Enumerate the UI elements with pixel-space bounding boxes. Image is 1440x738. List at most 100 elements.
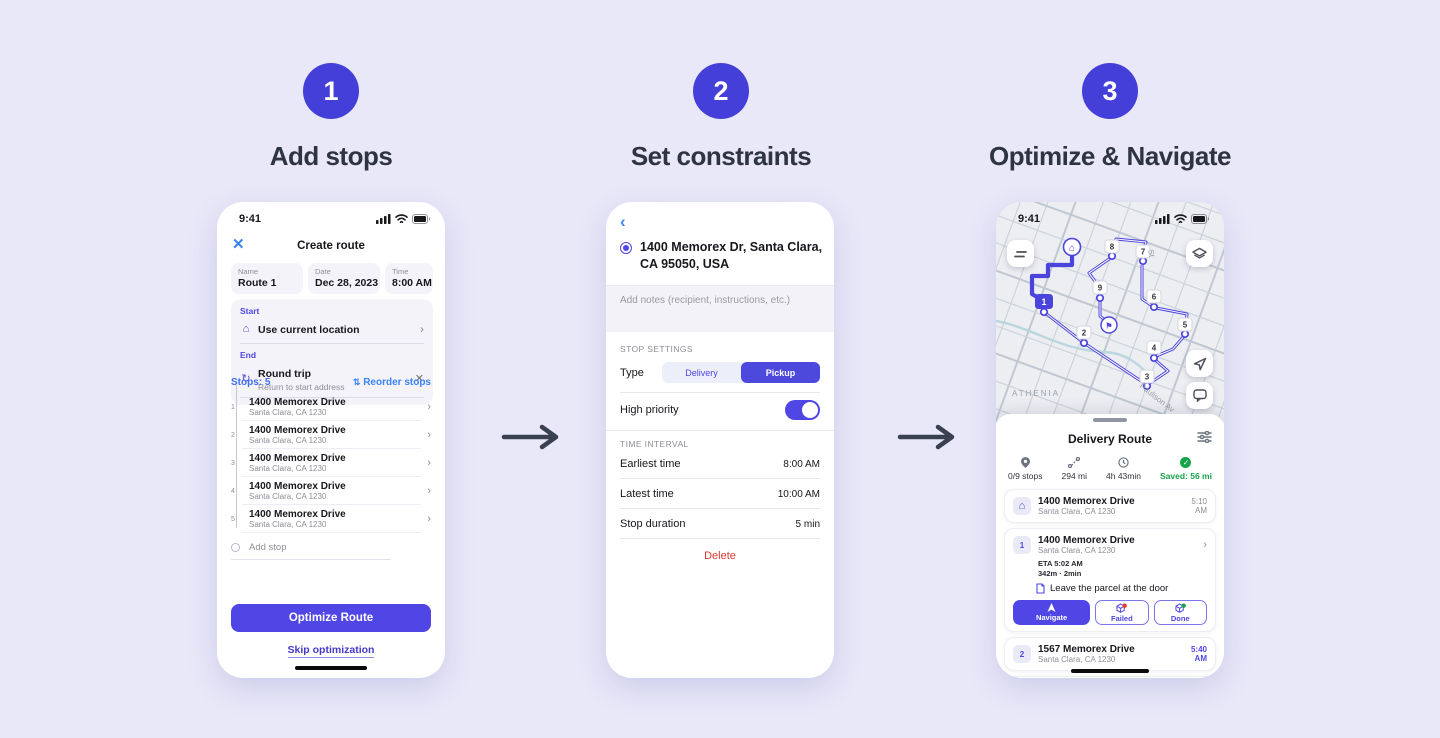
svg-text:5: 5 — [1183, 321, 1188, 330]
pin-icon — [1020, 457, 1030, 468]
svg-text:3: 3 — [1145, 373, 1150, 382]
map-marker-2: 2 — [1076, 325, 1092, 340]
stop-duration-value: 5 min — [795, 518, 820, 530]
step-3-header: 3 Optimize & Navigate — [960, 63, 1260, 172]
reorder-label: Reorder stops — [363, 377, 431, 388]
back-chevron-icon[interactable]: ‹ — [620, 212, 626, 231]
map-marker-9: 9 — [1092, 280, 1108, 295]
step-2-number: 2 — [693, 63, 749, 119]
map-marker-3: 3 — [1139, 369, 1155, 384]
skip-optimization-link[interactable]: Skip optimization — [287, 644, 375, 658]
stat-stops: 0/9 stops — [1008, 457, 1043, 481]
home-indicator[interactable] — [1071, 669, 1149, 673]
latest-time-row[interactable]: Latest time 10:00 AM — [620, 488, 820, 500]
stop-row-4[interactable]: 4 1400 Memorex Drive Santa Clara, CA 1230… — [231, 468, 433, 514]
route-settings-icon[interactable] — [1197, 430, 1212, 448]
wifi-icon — [395, 214, 408, 223]
status-time: 9:41 — [239, 213, 262, 225]
card-sub: Santa Clara, CA 1230 — [1038, 507, 1116, 516]
chevron-right-icon: › — [1203, 539, 1207, 551]
high-priority-toggle[interactable] — [785, 400, 820, 420]
name-field[interactable]: Name Route 1 — [231, 263, 303, 294]
earliest-time-row[interactable]: Earliest time 8:00 AM — [620, 458, 820, 470]
chevron-right-icon: › — [427, 401, 431, 413]
cellular-signal-icon — [1155, 214, 1170, 224]
stop-number-badge: 1 — [1013, 536, 1031, 554]
svg-text:⌂: ⌂ — [1069, 243, 1075, 254]
stat-stops-label: 0/9 stops — [1008, 471, 1043, 481]
chevron-right-icon: › — [427, 429, 431, 441]
svg-text:7: 7 — [1141, 248, 1146, 257]
map-layers-button[interactable] — [1186, 240, 1213, 267]
map-feedback-button[interactable] — [1186, 382, 1213, 409]
time-field-value: 8:00 AM — [392, 277, 432, 289]
map-locate-button[interactable] — [1186, 350, 1213, 377]
status-time: 9:41 — [1018, 213, 1041, 225]
time-interval-header: TIME INTERVAL — [620, 439, 689, 449]
route-card-stop-2[interactable]: 2 1567 Memorex Drive Santa Clara, CA 123… — [1004, 637, 1216, 671]
end-value: Round trip — [258, 368, 312, 380]
route-card-start[interactable]: ⌂ 1400 Memorex Drive Santa Clara, CA 123… — [1004, 489, 1216, 523]
stop-row-1[interactable]: 1 1400 Memorex Drive Santa Clara, CA 1230… — [231, 384, 433, 430]
close-icon[interactable]: ✕ — [232, 236, 245, 253]
phone-3-optimize-navigate: 2 3 4 5 6 7 8 9 1 ⌂ — [996, 202, 1224, 678]
add-stop-button[interactable]: Add stop — [231, 542, 391, 560]
time-field[interactable]: Time 8:00 AM — [385, 263, 433, 294]
navigate-label: Navigate — [1035, 613, 1068, 622]
failed-button[interactable]: Failed — [1095, 600, 1149, 625]
end-roundtrip-row[interactable]: ↻ Round trip Return to start address ✕ — [240, 360, 424, 398]
phone-3-statusbar: 9:41 — [996, 212, 1224, 228]
reorder-stops-button[interactable]: ⇅ Reorder stops — [353, 377, 431, 388]
type-option-pickup[interactable]: Pickup — [741, 362, 820, 383]
delete-button[interactable]: Delete — [704, 550, 736, 562]
svg-text:⚑: ⚑ — [1105, 322, 1112, 331]
stop-title: 1400 Memorex Drive — [249, 452, 346, 464]
stops-list: 1 1400 Memorex Drive Santa Clara, CA 1230… — [231, 384, 433, 533]
chevron-right-icon: › — [427, 485, 431, 497]
stop-duration-row[interactable]: Stop duration 5 min — [620, 518, 820, 530]
phone-1-statusbar: 9:41 — [217, 212, 445, 228]
card-eta-time: 5:10 AM — [1191, 497, 1207, 515]
stop-settings-header: STOP SETTINGS — [620, 344, 693, 354]
stop-row-3[interactable]: 3 1400 Memorex Drive Santa Clara, CA 1230… — [231, 440, 433, 486]
sheet-drag-handle[interactable] — [1093, 418, 1127, 422]
stops-count: Stops: 5 — [231, 377, 271, 388]
stat-saved: ✓ Saved: 56 mi — [1160, 457, 1212, 481]
route-stats: 0/9 stops 294 mi 4h 43min ✓ Saved: 56 mi — [996, 448, 1224, 489]
card-title: 1400 Memorex Drive — [1038, 496, 1135, 507]
date-field[interactable]: Date Dec 28, 2023 — [308, 263, 380, 294]
parcel-done-icon — [1175, 602, 1186, 613]
date-field-value: Dec 28, 2023 — [315, 277, 379, 289]
stop-row-5[interactable]: 5 1400 Memorex Drive Santa Clara, CA 1230… — [231, 496, 433, 533]
map-filter-button[interactable] — [1007, 240, 1034, 267]
route-card-stop-3[interactable]: 3 1577 Memorex Drive Santa Clara, CA 123… — [1004, 676, 1216, 678]
end-sub: Return to start address — [258, 382, 345, 392]
stop-number: 1 — [231, 402, 235, 412]
earliest-time-label: Earliest time — [620, 458, 681, 470]
stat-saved-label: Saved: 56 mi — [1159, 471, 1212, 481]
home-icon: ⌂ — [242, 323, 250, 335]
map-flag-marker: ⚑ — [1100, 316, 1118, 334]
stop-row-2[interactable]: 2 1400 Memorex Drive Santa Clara, CA 1230… — [231, 412, 433, 458]
map-marker-1-selected: 1 — [1035, 294, 1053, 309]
card-eta-time: 5:40 AM — [1190, 645, 1207, 663]
notes-input[interactable]: Add notes (recipient, instructions, etc.… — [606, 285, 834, 332]
map-street-label-2: St — [1146, 249, 1157, 259]
navigate-button[interactable]: Navigate — [1013, 600, 1091, 625]
optimize-route-button[interactable]: Optimize Route — [231, 604, 431, 632]
stop-title: 1400 Memorex Drive — [249, 480, 346, 492]
radio-selected-icon[interactable] — [620, 242, 632, 254]
stop-number: 4 — [231, 486, 235, 496]
step-3-title: Optimize & Navigate — [989, 141, 1231, 171]
note-icon — [1036, 583, 1045, 594]
stop-number: 2 — [231, 430, 235, 440]
home-indicator[interactable] — [295, 666, 367, 670]
done-button[interactable]: Done — [1153, 600, 1207, 625]
route-card-stop-1-expanded[interactable]: 1 1400 Memorex Drive Santa Clara, CA 123… — [1004, 528, 1216, 632]
start-location-row[interactable]: ⌂ Use current location › — [240, 316, 424, 344]
svg-text:4: 4 — [1152, 344, 1157, 353]
type-option-delivery[interactable]: Delivery — [685, 367, 718, 378]
map-marker-4: 4 — [1146, 340, 1162, 355]
clear-end-icon[interactable]: ✕ — [414, 372, 424, 385]
